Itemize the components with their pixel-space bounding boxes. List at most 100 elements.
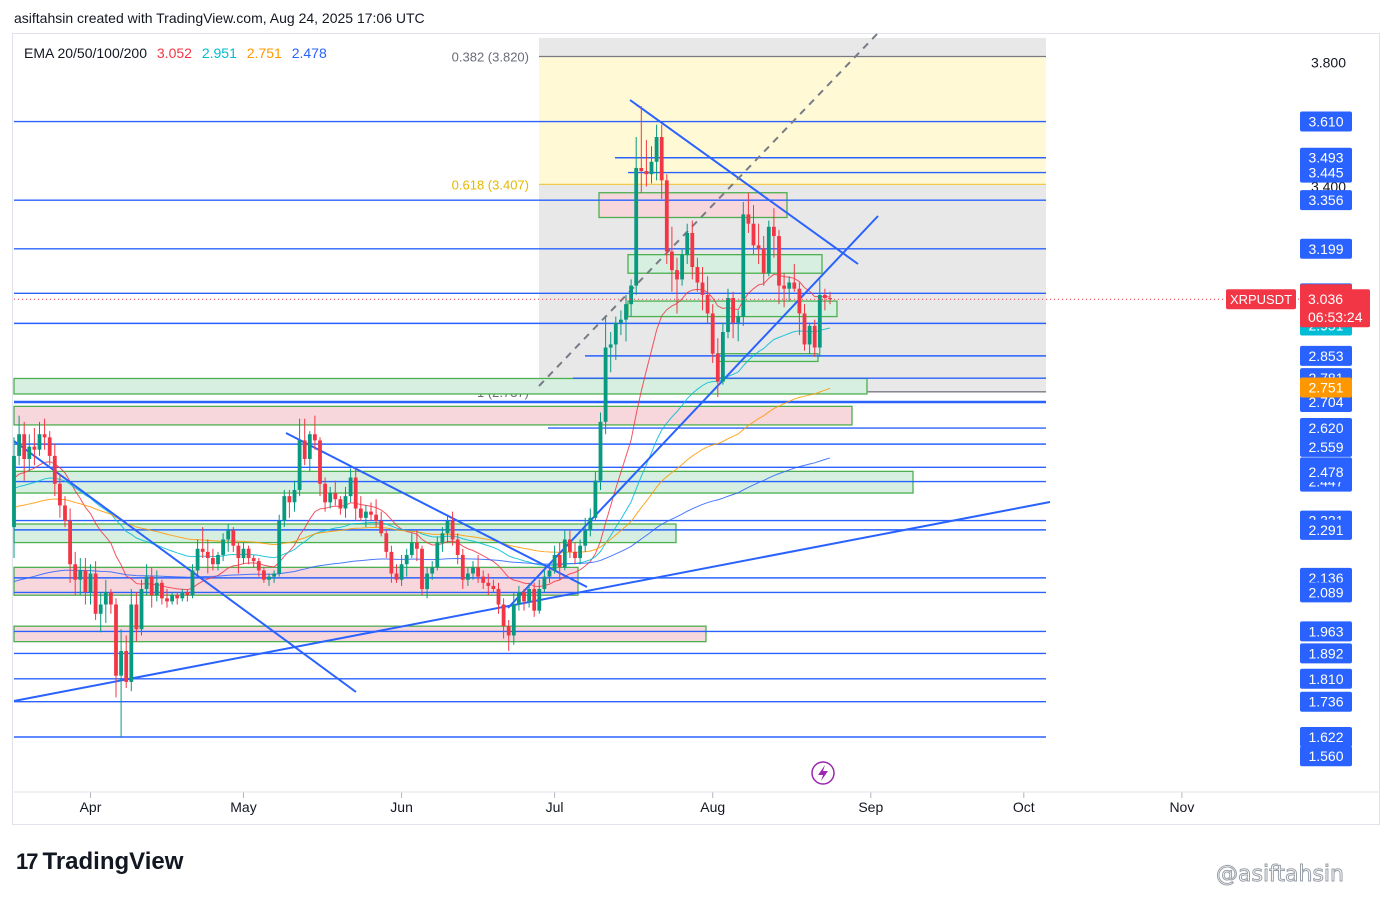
candle-body: [430, 567, 435, 574]
symbol-badge: [1226, 289, 1296, 310]
candle-body: [460, 554, 465, 580]
price-level-badge: [1300, 746, 1352, 767]
horizontal-levels-layer: [14, 120, 1046, 738]
candle-body: [690, 232, 695, 268]
ema-badge-label: 2.751: [1308, 379, 1343, 395]
candle-body: [557, 554, 562, 568]
candle-body: [608, 344, 613, 348]
candle-body: [302, 440, 307, 459]
candle-body: [415, 542, 419, 549]
candle-body: [251, 558, 256, 562]
candle-body: [282, 496, 287, 521]
candle-body: [98, 604, 103, 614]
candle-body: [307, 434, 312, 459]
price-level-label: 2.089: [1308, 584, 1343, 600]
candle-body: [486, 582, 491, 586]
price-level-badge: [1300, 418, 1352, 439]
price-level-label: 2.291: [1308, 522, 1343, 538]
candle-body: [241, 548, 246, 559]
candle-body: [578, 545, 582, 559]
candle-body: [792, 282, 797, 289]
price-zone: [716, 353, 819, 363]
candle-body: [476, 567, 480, 577]
tradingview-logo[interactable]: 17 TradingView: [16, 848, 183, 876]
price-level-badge: [1300, 668, 1352, 689]
candle-body: [741, 214, 746, 317]
candle-body: [114, 604, 118, 676]
candle-body: [823, 294, 827, 298]
candle-body: [160, 582, 164, 599]
candle-body: [506, 626, 511, 636]
candle-body: [180, 592, 185, 599]
candle-body: [532, 589, 537, 611]
trend-line: [13, 501, 1051, 702]
ema-legend[interactable]: EMA 20/50/100/200 3.052 2.951 2.751 2.47…: [24, 45, 333, 61]
price-level-label: 3.356: [1308, 192, 1343, 208]
candle-body: [37, 434, 42, 450]
candle-body: [195, 548, 200, 571]
candle-body: [256, 561, 261, 571]
candle-body: [522, 592, 526, 602]
candle-body: [654, 136, 659, 162]
fib-trend-dashed-line: [538, 32, 879, 387]
candle-body: [715, 353, 720, 382]
tradingview-logo-icon: 17: [16, 849, 39, 874]
candle-body: [47, 437, 52, 456]
candle-body: [404, 554, 409, 565]
symbol-label: XRPUSDT: [1230, 292, 1292, 307]
candle-body: [358, 508, 363, 518]
candle-body: [154, 582, 159, 596]
price-level-label: 1.963: [1308, 623, 1343, 639]
ema-legend-label: EMA 20/50/100/200: [24, 45, 147, 61]
candle-body: [124, 650, 129, 682]
candle-body: [42, 434, 47, 438]
candle-body: [685, 232, 690, 255]
price-level-label: 2.559: [1308, 439, 1343, 455]
candle-body: [226, 530, 231, 540]
candle-body: [445, 520, 450, 534]
candle-body: [73, 564, 78, 580]
candle-body: [705, 294, 710, 314]
candle-body: [517, 592, 521, 605]
chart-frame: [12, 33, 1380, 825]
price-axis: 3.8003.4003.6103.4933.4453.3563.1993.055…: [1226, 55, 1370, 767]
price-level-badge: [1300, 519, 1352, 540]
brand-name: TradingView: [42, 848, 184, 875]
price-level-label: 1.560: [1308, 748, 1343, 764]
candle-body: [797, 288, 802, 314]
candle-body: [313, 434, 317, 441]
time-tick-label: May: [230, 799, 256, 815]
candle-body: [318, 440, 322, 484]
candle-body: [756, 245, 761, 249]
candle-body: [802, 313, 807, 345]
candle-body: [267, 576, 271, 580]
candle-body: [527, 589, 531, 602]
candle-body: [369, 511, 373, 515]
candle-body: [394, 573, 399, 580]
price-level-label: 3.445: [1308, 165, 1343, 181]
candle-body: [287, 496, 292, 503]
candle-body: [466, 573, 470, 580]
candle-body: [751, 223, 756, 246]
candle-body: [639, 167, 644, 172]
candle-body: [766, 226, 771, 274]
candle-body: [455, 539, 460, 555]
candle-body: [634, 167, 639, 286]
candle-body: [12, 455, 16, 528]
candle-body: [221, 539, 225, 555]
candle-body: [644, 171, 649, 175]
candle-body: [471, 567, 475, 574]
candle-body: [139, 589, 144, 630]
candle-body: [27, 446, 32, 459]
candle-body: [374, 514, 378, 521]
candle-body: [231, 530, 236, 546]
price-level-label: 1.892: [1308, 645, 1343, 661]
candle-body: [624, 304, 628, 320]
price-tick-label: 3.800: [1311, 55, 1346, 71]
candle-body: [205, 551, 210, 559]
candle-body: [409, 542, 414, 555]
candle-body: [58, 483, 62, 506]
price-level-label: 2.704: [1308, 394, 1343, 410]
candle-body: [22, 434, 27, 459]
